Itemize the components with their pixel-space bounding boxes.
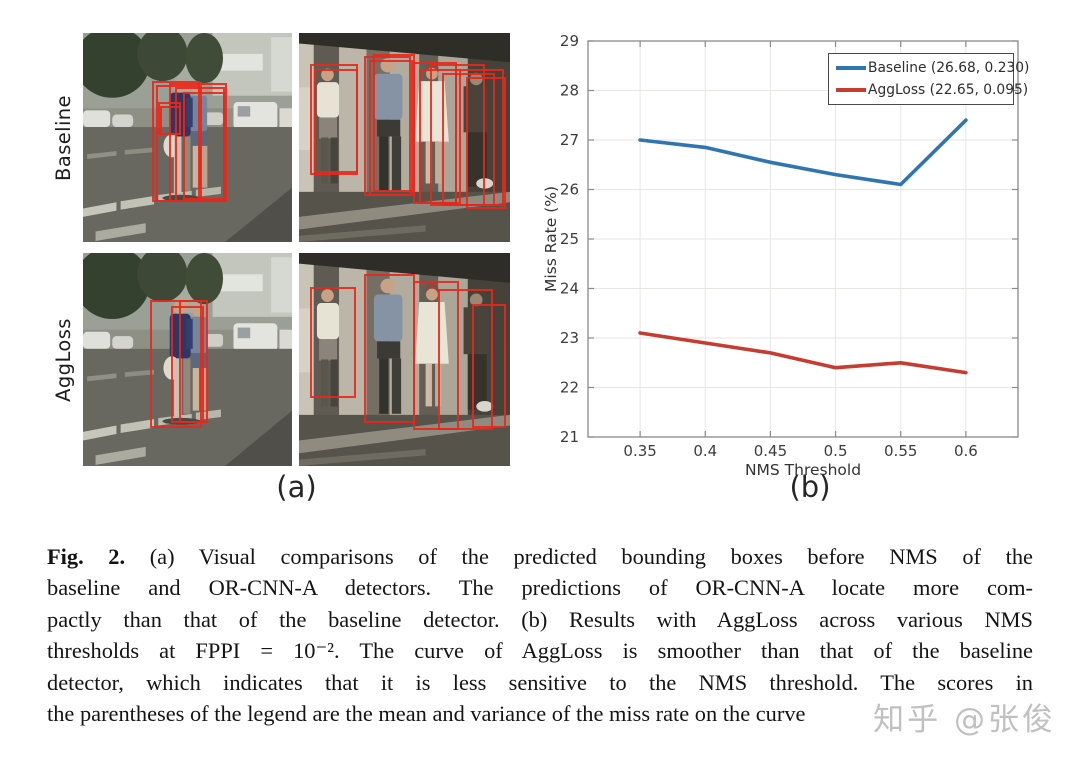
svg-text:22: 22 (560, 379, 579, 397)
detection-bounding-box (313, 68, 359, 174)
legend-line-swatch (836, 65, 866, 70)
panel-a-caption: (a) (276, 470, 317, 504)
detection-bounding-box (412, 280, 460, 430)
detection-bounding-box (419, 68, 462, 205)
chart-legend: Baseline (26.68, 0.230) AggLoss (22.65, 0… (828, 53, 1029, 105)
miss-rate-line-chart: 21 22 23 24 25 26 27 28 29 0.35 0.4 0.45 0.5 0.55 0.6 N… (542, 32, 1019, 479)
svg-text:Miss Rate (%): Miss Rate (%) (542, 186, 560, 292)
zhihu-watermark: 知乎 @张俊 (873, 702, 1056, 738)
svg-text:23: 23 (560, 329, 579, 347)
legend-label: AggLoss (22.65, 0.095) (868, 82, 1029, 99)
detection-bounding-box (149, 299, 203, 428)
detection-bounding-box (183, 91, 226, 201)
panel-b-caption: (b) (789, 470, 831, 504)
row-label-baseline: Baseline (52, 95, 75, 181)
caption-line: the parentheses of the legend are the me… (47, 701, 806, 727)
svg-text:24: 24 (560, 280, 579, 298)
caption-line: baseline and OR-CNN-A detectors. The pre… (47, 575, 1033, 601)
caption-line: thresholds at FPPI = 10⁻². The curve of … (47, 638, 1033, 664)
detection-bounding-box (372, 53, 416, 192)
detection-bounding-box (472, 304, 506, 428)
caption-text: (a) Visual comparisons of the predicted … (149, 544, 1033, 569)
street-scene-illustration (83, 253, 292, 466)
detection-bounding-box (465, 76, 506, 209)
bounding-boxes-overlay (83, 33, 292, 242)
bounding-boxes-overlay (299, 253, 510, 466)
figure-label: Fig. 2. (47, 544, 126, 569)
svg-text:NMS Threshold: NMS Threshold (745, 461, 861, 479)
svg-text:0.55: 0.55 (884, 442, 917, 460)
caption-line: pactly than that of the baseline detecto… (47, 606, 1033, 632)
photo-aggloss-building (299, 253, 510, 466)
detection-bounding-box (438, 289, 494, 430)
svg-text:0.4: 0.4 (693, 442, 717, 460)
detection-bounding-box (160, 106, 182, 136)
detection-bounding-box (364, 274, 416, 424)
panel-b-chart: 21 22 23 24 25 26 27 28 29 0.35 0.4 0.45 0.5 0.55 0.6 N… (540, 0, 1080, 520)
detection-bounding-box (179, 299, 209, 424)
svg-text:27: 27 (560, 131, 579, 149)
legend-label: Baseline (26.68, 0.230) (868, 59, 1030, 76)
svg-text:0.6: 0.6 (954, 442, 978, 460)
street-scene-illustration (83, 33, 292, 242)
svg-text:0.35: 0.35 (623, 442, 656, 460)
legend-entry: AggLoss (22.65, 0.095) (836, 80, 1028, 101)
caption-line: Fig. 2. (a) Visual comparisons of the pr… (47, 541, 1033, 572)
svg-text:26: 26 (560, 181, 579, 199)
svg-text:0.5: 0.5 (824, 442, 848, 460)
svg-text:0.45: 0.45 (754, 442, 787, 460)
bounding-boxes-overlay (299, 33, 510, 242)
legend-entry: Baseline (26.68, 0.230) (836, 57, 1029, 78)
photo-baseline-crosswalk (83, 33, 292, 242)
figure-caption: Fig. 2. (a) Visual comparisons of the pr… (47, 541, 1033, 729)
photo-baseline-building (299, 33, 510, 242)
bounding-boxes-overlay (83, 253, 292, 466)
detection-bounding-box (368, 60, 413, 196)
svg-text:29: 29 (560, 32, 579, 50)
svg-text:28: 28 (560, 82, 579, 100)
photo-aggloss-crosswalk (83, 253, 292, 466)
detection-bounding-box (309, 287, 356, 398)
svg-text:21: 21 (560, 428, 579, 446)
caption-line: detector, which indicates that it is les… (47, 669, 1033, 695)
svg-text:25: 25 (560, 230, 579, 248)
legend-line-swatch (836, 88, 866, 93)
detection-bounding-box (455, 68, 504, 207)
row-label-aggloss: AggLoss (52, 318, 75, 402)
